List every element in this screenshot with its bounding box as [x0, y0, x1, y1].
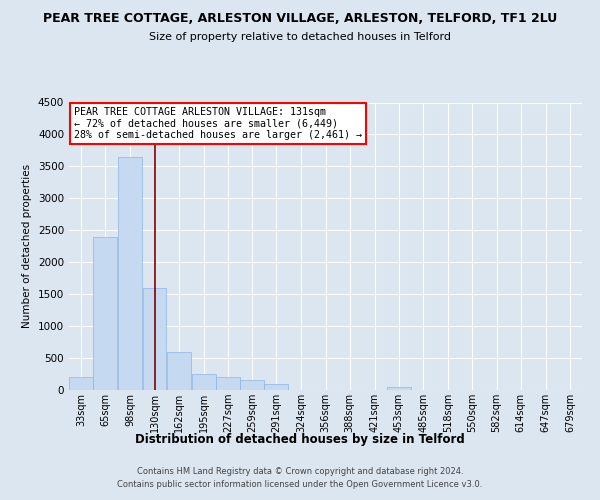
Bar [143, 288, 166, 390]
Bar [167, 352, 191, 390]
Bar [265, 384, 288, 390]
Bar [192, 374, 215, 390]
Bar [387, 387, 411, 390]
Text: Contains public sector information licensed under the Open Government Licence v3: Contains public sector information licen… [118, 480, 482, 489]
Text: Contains HM Land Registry data © Crown copyright and database right 2024.: Contains HM Land Registry data © Crown c… [137, 467, 463, 476]
Bar [94, 236, 117, 390]
Bar [240, 380, 264, 390]
Y-axis label: Number of detached properties: Number of detached properties [22, 164, 32, 328]
Text: PEAR TREE COTTAGE ARLESTON VILLAGE: 131sqm
← 72% of detached houses are smaller : PEAR TREE COTTAGE ARLESTON VILLAGE: 131s… [74, 107, 362, 140]
Text: PEAR TREE COTTAGE, ARLESTON VILLAGE, ARLESTON, TELFORD, TF1 2LU: PEAR TREE COTTAGE, ARLESTON VILLAGE, ARL… [43, 12, 557, 26]
Bar [118, 157, 142, 390]
Bar [69, 377, 93, 390]
Text: Size of property relative to detached houses in Telford: Size of property relative to detached ho… [149, 32, 451, 42]
Bar [216, 377, 240, 390]
Text: Distribution of detached houses by size in Telford: Distribution of detached houses by size … [135, 432, 465, 446]
